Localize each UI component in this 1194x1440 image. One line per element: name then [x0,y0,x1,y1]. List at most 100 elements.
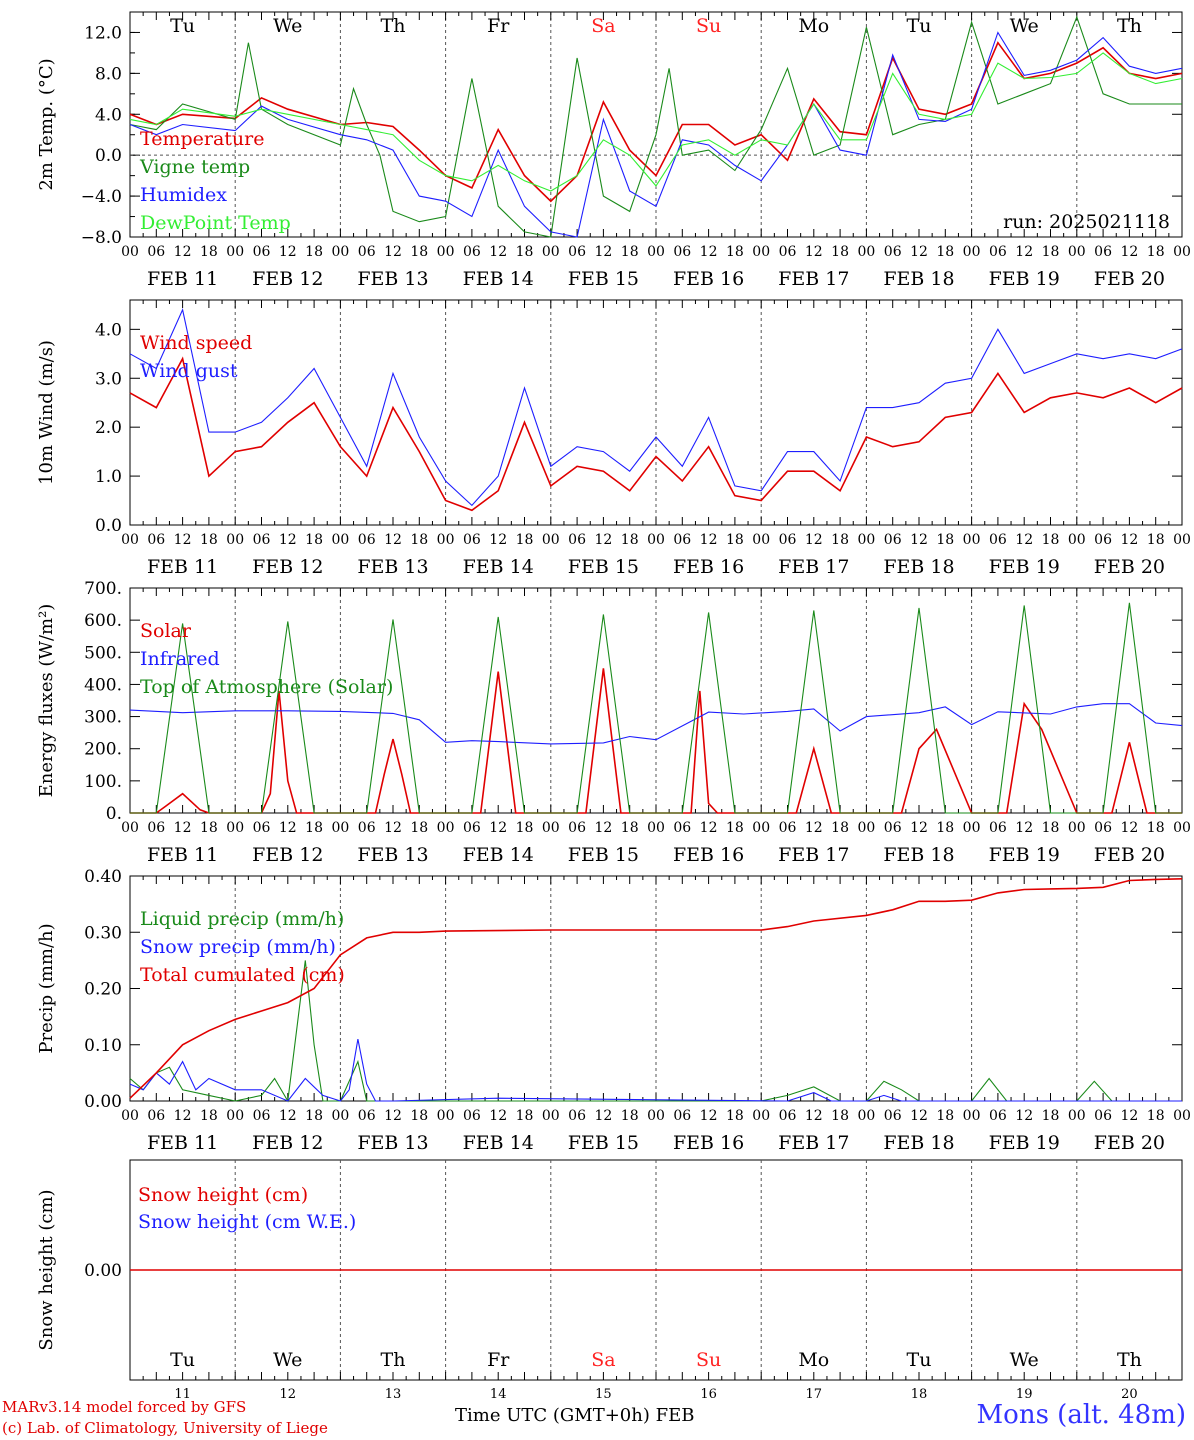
hour-tick-label: 06 [463,820,481,836]
legend-entry: Top of Atmosphere (Solar) [140,676,393,698]
hour-tick-label: 18 [726,820,744,836]
hour-tick-label: 12 [700,1108,718,1124]
hour-tick-label: 06 [253,1108,271,1124]
hour-tick-label: 00 [1173,820,1191,836]
hour-tick-label: 00 [437,244,455,260]
day-of-week-label: Su [696,15,721,37]
hour-tick-label: 00 [437,820,455,836]
date-label: FEB 13 [357,268,428,290]
hour-tick-label: 18 [726,244,744,260]
hour-tick-label: 12 [805,820,823,836]
day-of-week-label: Mo [798,1349,829,1371]
y-tick-label: 0.00 [84,1261,122,1281]
hour-tick-label: 18 [410,820,428,836]
hour-tick-label: 12 [279,1108,297,1124]
hour-tick-label: 18 [1042,532,1060,548]
hour-tick-label: 06 [463,244,481,260]
series-line [129,41,1183,203]
hour-tick-label: 06 [779,244,797,260]
hour-tick-label: 12 [910,532,928,548]
hour-tick-label: 06 [884,820,902,836]
hour-tick-label: 18 [621,532,639,548]
hour-tick-label: 12 [805,532,823,548]
day-number-label: 15 [595,1387,612,1402]
date-label: FEB 17 [778,268,849,290]
hour-tick-label: 00 [226,1108,244,1124]
date-label: FEB 16 [673,844,744,866]
y-tick-label: 8.0 [95,64,122,84]
hour-tick-label: 00 [1068,532,1086,548]
hour-tick-label: 06 [358,244,376,260]
hour-tick-label: 00 [1173,532,1191,548]
date-label: FEB 15 [568,556,639,578]
date-label: FEB 15 [568,268,639,290]
hour-tick-label: 00 [1173,1108,1191,1124]
hour-tick-label: 18 [936,820,954,836]
y-tick-label: 3.0 [95,369,122,389]
hour-tick-label: 06 [358,820,376,836]
hour-tick-label: 12 [1015,532,1033,548]
y-tick-label: 0.0 [95,516,122,536]
legend-entry: DewPoint Temp [140,212,291,234]
hour-tick-label: 06 [989,1108,1007,1124]
hour-tick-label: 18 [200,244,218,260]
date-label: FEB 18 [883,1132,954,1154]
y-axis-label: Snow height (cm) [36,1189,57,1350]
date-label: FEB 17 [778,844,849,866]
y-axis-label: 10m Wind (m/s) [36,340,57,485]
hour-tick-label: 18 [831,532,849,548]
series-line [129,878,1183,1099]
hour-tick-label: 06 [147,820,165,836]
series-line [129,1038,1182,1102]
hour-tick-label: 12 [279,820,297,836]
hour-tick-label: 18 [516,532,534,548]
day-of-week-label: Th [381,1349,406,1371]
time-axis-title: Time UTC (GMT+0h) FEB [455,1405,695,1426]
hour-tick-label: 06 [884,1108,902,1124]
hour-tick-label: 06 [989,820,1007,836]
y-tick-label: 0. [106,804,122,824]
hour-tick-label: 18 [1042,244,1060,260]
hour-tick-label: 12 [1120,532,1138,548]
legend-entry: Infrared [140,648,220,670]
hour-tick-label: 06 [568,1108,586,1124]
date-label: FEB 16 [673,268,744,290]
model-credit: MARv3.14 model forced by GFS [2,1398,247,1416]
day-of-week-label: Sa [591,15,615,37]
hour-tick-label: 12 [1120,820,1138,836]
hour-tick-label: 12 [384,244,402,260]
hour-tick-label: 18 [516,1108,534,1124]
series-line [129,15,1182,238]
hour-tick-label: 12 [700,532,718,548]
hour-tick-label: 18 [1147,532,1165,548]
day-of-week-label: Th [1117,15,1142,37]
date-label: FEB 19 [989,268,1060,290]
day-of-week-label: We [273,15,302,37]
hour-tick-label: 00 [121,532,139,548]
y-tick-label: 0.00 [84,1092,122,1112]
hour-tick-label: 06 [358,532,376,548]
date-label: FEB 11 [147,268,218,290]
date-label: FEB 15 [568,844,639,866]
hour-tick-label: 12 [174,244,192,260]
hour-tick-label: 12 [384,1108,402,1124]
hour-tick-label: 18 [621,244,639,260]
day-of-week-label: Th [1117,1349,1142,1371]
date-label: FEB 20 [1094,268,1165,290]
hour-tick-label: 06 [253,820,271,836]
hour-tick-label: 00 [437,532,455,548]
hour-tick-label: 00 [121,244,139,260]
date-label: FEB 18 [883,844,954,866]
hour-tick-label: 06 [568,820,586,836]
date-label: FEB 13 [357,844,428,866]
run-annotation: run: 2025021118 [1003,211,1170,233]
hour-tick-label: 00 [437,1108,455,1124]
hour-tick-label: 06 [1094,244,1112,260]
hour-tick-label: 00 [121,820,139,836]
hour-tick-label: 00 [542,820,560,836]
y-tick-label: 0.0 [95,146,122,166]
hour-tick-label: 12 [489,820,507,836]
date-label: FEB 11 [147,844,218,866]
date-label: FEB 13 [357,556,428,578]
